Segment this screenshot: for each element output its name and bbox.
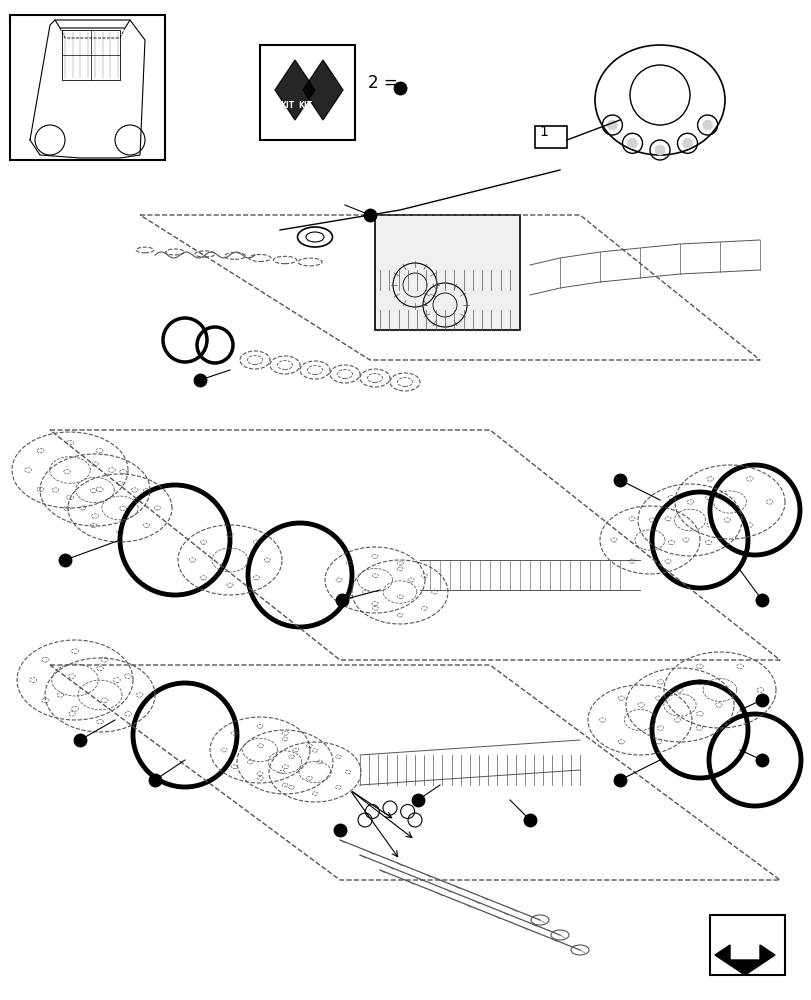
Polygon shape (303, 60, 342, 120)
Circle shape (682, 138, 692, 148)
Circle shape (702, 120, 712, 130)
Text: 1: 1 (539, 125, 547, 139)
Polygon shape (714, 945, 774, 975)
Bar (709, 915, 784, 975)
Circle shape (627, 138, 637, 148)
Bar (10, 15, 165, 160)
FancyBboxPatch shape (375, 215, 519, 330)
Text: KIT: KIT (298, 101, 311, 110)
Bar (534, 126, 566, 148)
Text: KIT: KIT (280, 101, 294, 110)
Circle shape (654, 145, 664, 155)
Polygon shape (275, 60, 315, 120)
Text: 2 =: 2 = (367, 74, 402, 92)
Circle shape (607, 120, 616, 130)
Bar (260, 45, 354, 140)
